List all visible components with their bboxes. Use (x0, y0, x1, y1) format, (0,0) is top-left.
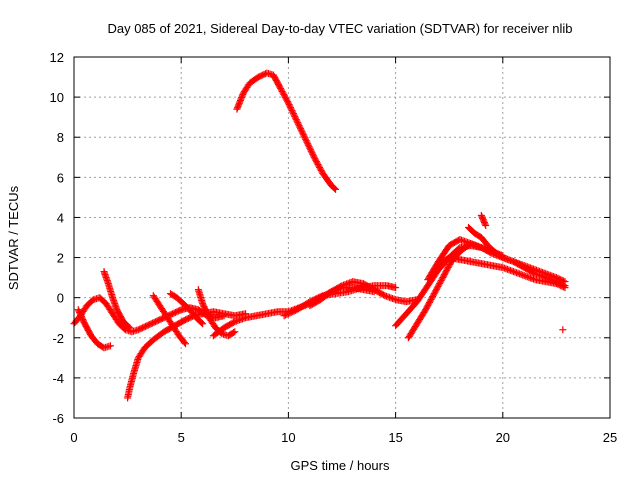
series-arc-f (194, 286, 239, 340)
x-axis-label: GPS time / hours (291, 458, 390, 473)
data-point (289, 108, 297, 116)
y-tick-label: 4 (57, 210, 64, 225)
y-tick-label: 2 (57, 251, 64, 266)
series-arc-high (233, 69, 340, 193)
data-point (294, 120, 302, 128)
data-point (298, 128, 306, 136)
y-tick-label: 0 (57, 291, 64, 306)
series-arc-n (464, 223, 569, 286)
y-tick-label: -4 (52, 371, 64, 386)
x-tick-label: 0 (70, 430, 77, 445)
data-layer (70, 69, 569, 402)
grid-layer (74, 57, 610, 418)
series-arc-d (149, 292, 189, 348)
series-arc-i (306, 278, 421, 310)
data-point (291, 113, 299, 121)
data-point (198, 319, 206, 327)
data-point (309, 152, 317, 160)
data-point (285, 101, 293, 109)
y-tick-label: -6 (52, 411, 64, 426)
data-point (481, 220, 489, 228)
data-point (294, 119, 302, 127)
data-point (292, 114, 300, 122)
data-point (302, 135, 310, 143)
series-arc-o (477, 211, 490, 229)
data-point (307, 146, 315, 154)
y-tick-label: 12 (50, 50, 64, 65)
data-point (304, 141, 312, 149)
data-point (290, 111, 298, 119)
data-point (220, 312, 228, 320)
data-point (125, 323, 133, 331)
data-point (482, 221, 490, 229)
data-point (306, 144, 314, 152)
data-point (199, 320, 207, 328)
data-point (126, 324, 134, 332)
series-arc-b (74, 306, 114, 352)
data-point (181, 340, 189, 348)
series-arc-k (404, 240, 485, 342)
data-point (307, 147, 315, 155)
data-point (560, 277, 568, 285)
data-point (303, 138, 311, 146)
data-point (302, 137, 310, 145)
data-point (560, 283, 568, 291)
x-tick-label: 10 (281, 430, 295, 445)
tick-layer: 0 5 10 15 20 25 -6 -4 -2 0 2 4 6 8 10 12 (50, 50, 618, 445)
data-point (304, 140, 312, 148)
series-arc-c (100, 268, 134, 332)
chart-title: Day 085 of 2021, Sidereal Day-to-day VTE… (107, 21, 572, 36)
data-point (297, 125, 305, 133)
data-point (299, 131, 307, 139)
data-point (287, 105, 295, 113)
y-tick-label: 8 (57, 130, 64, 145)
y-axis-label: SDTVAR / TECUs (6, 185, 21, 290)
data-point (297, 126, 305, 134)
data-point (392, 284, 400, 292)
data-point (292, 116, 300, 124)
x-tick-label: 15 (388, 430, 402, 445)
data-point (296, 123, 304, 131)
series-isolated (559, 326, 567, 334)
data-point (561, 278, 569, 286)
y-tick-label: 10 (50, 90, 64, 105)
data-point (301, 134, 309, 142)
data-point (286, 102, 294, 110)
data-point (230, 329, 238, 337)
data-point (305, 143, 313, 151)
data-point (308, 149, 316, 157)
y-tick-label: 6 (57, 170, 64, 185)
x-tick-label: 5 (178, 430, 185, 445)
data-point (180, 338, 188, 346)
y-tick-label: -2 (52, 331, 64, 346)
data-point (332, 185, 340, 193)
data-point (231, 328, 239, 336)
series-arc-m (434, 254, 569, 292)
plot-frame (73, 56, 611, 419)
data-point (300, 132, 308, 140)
data-point (289, 110, 297, 118)
data-point (299, 129, 307, 137)
data-point (106, 342, 114, 350)
x-tick-label: 20 (496, 430, 510, 445)
series-arc-e (166, 290, 207, 328)
data-point (284, 99, 292, 107)
data-point (559, 326, 567, 334)
data-point (295, 122, 303, 130)
data-point (309, 150, 317, 158)
data-point (284, 98, 292, 106)
data-point (288, 107, 296, 115)
data-point (330, 184, 338, 192)
data-point (561, 284, 569, 292)
x-tick-label: 25 (603, 430, 617, 445)
data-point (293, 117, 301, 125)
data-point (287, 104, 295, 112)
